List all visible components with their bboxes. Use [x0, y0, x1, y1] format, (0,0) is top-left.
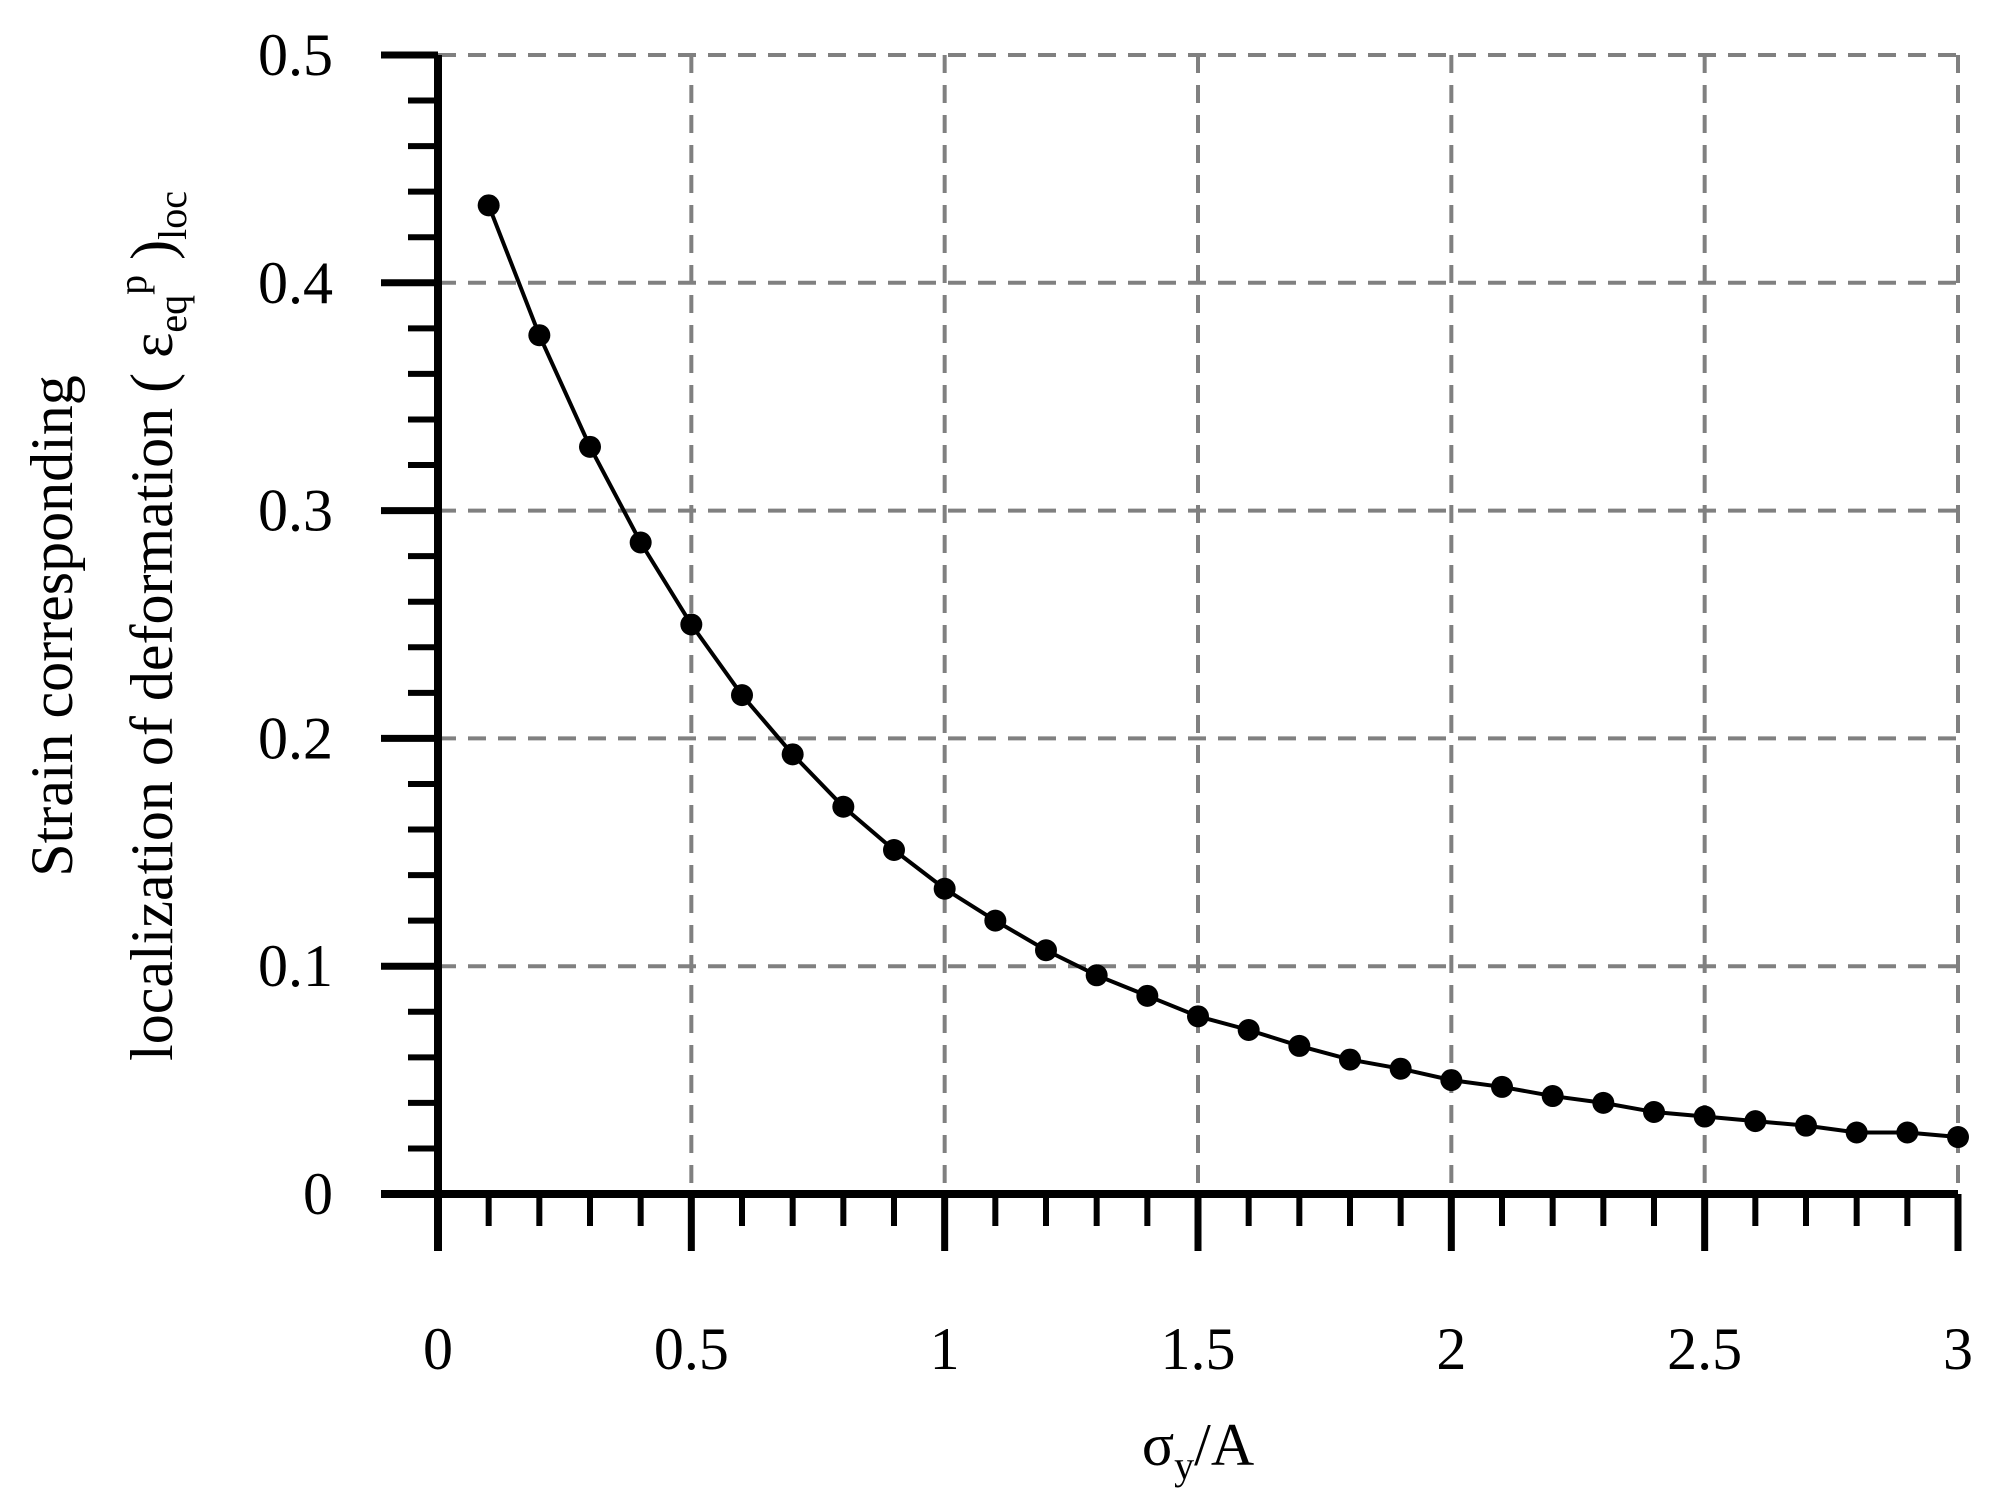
x-tick-label: 2.5 [1667, 1316, 1742, 1382]
data-point [1541, 1085, 1564, 1108]
data-point [1237, 1018, 1260, 1041]
data-point [477, 194, 500, 217]
x-tick-label: 0 [423, 1316, 453, 1382]
y-tick-label: 0 [303, 1161, 333, 1227]
data-point [1288, 1034, 1311, 1057]
data-point [984, 909, 1007, 932]
y-tick-label: 0.1 [258, 933, 333, 999]
x-label-part: σ [1142, 1412, 1174, 1478]
x-tick-label: 3 [1943, 1316, 1973, 1382]
y-label-sup: p [110, 275, 155, 295]
data-point [1693, 1105, 1716, 1128]
y-label-part: ε [119, 333, 185, 358]
y-axis-label: Strain corresponding localization of def… [19, 191, 195, 1061]
data-point [1947, 1126, 1969, 1149]
y-label-line: localization of deformation ( εeqp )loc [110, 191, 195, 1061]
y-label-sub: eq [150, 295, 195, 333]
data-point [1035, 939, 1057, 962]
data-point [1339, 1048, 1361, 1071]
data-point [1491, 1075, 1513, 1098]
y-tick-label: 0.3 [258, 478, 333, 544]
data-point [680, 613, 703, 636]
series-line [486, 204, 1959, 1140]
y-tick-label: 0.4 [258, 250, 333, 316]
data-point [731, 684, 753, 707]
data-point [528, 324, 551, 347]
y-label-part: localization of deformation ( [119, 358, 185, 1061]
data-point [1136, 984, 1159, 1007]
data-point [1592, 1091, 1615, 1114]
data-point [781, 743, 804, 766]
y-label-sub: loc [150, 191, 195, 240]
data-point [579, 435, 601, 458]
x-tick-label: 1.5 [1161, 1316, 1236, 1382]
data-point [1389, 1057, 1412, 1080]
y-label-part: ) [119, 240, 185, 275]
data-point [629, 531, 652, 554]
x-axis-label: σy/A [1142, 1412, 1254, 1488]
data-point [1187, 1005, 1209, 1028]
data-point [1845, 1121, 1868, 1144]
y-label-line: Strain corresponding [19, 375, 85, 877]
data-point [933, 877, 956, 900]
data-point [1896, 1121, 1919, 1144]
x-tick-label: 0.5 [654, 1316, 729, 1382]
data-point [1744, 1110, 1767, 1133]
data-point [832, 795, 855, 818]
data-point [1440, 1069, 1463, 1092]
y-tick-label: 0.2 [258, 705, 333, 771]
x-tick-label: 1 [930, 1316, 960, 1382]
x-tick-label: 2 [1436, 1316, 1466, 1382]
x-label-sub: y [1174, 1443, 1194, 1488]
data-point [883, 839, 905, 862]
data-point [1085, 964, 1108, 987]
data-point [1643, 1100, 1665, 1123]
x-label-part: /A [1194, 1412, 1254, 1478]
data-point [1795, 1114, 1817, 1137]
y-tick-label: 0.5 [258, 22, 333, 88]
